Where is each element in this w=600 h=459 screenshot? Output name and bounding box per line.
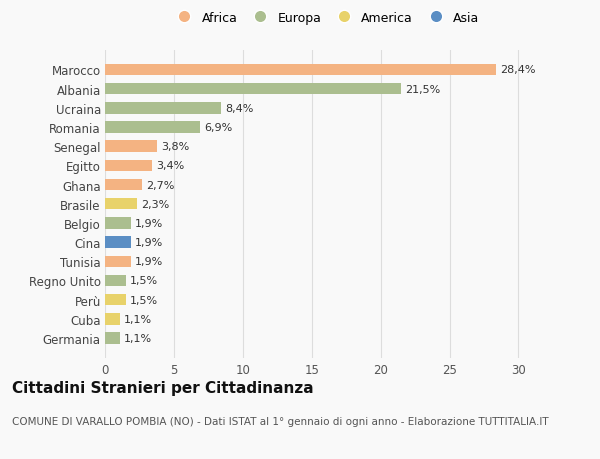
Bar <box>105 198 137 210</box>
Bar <box>105 333 120 344</box>
Text: 6,9%: 6,9% <box>204 123 232 133</box>
Bar <box>105 313 120 325</box>
Bar <box>105 160 152 172</box>
Bar <box>105 84 401 95</box>
Text: 1,1%: 1,1% <box>124 333 152 343</box>
Legend: Africa, Europa, America, Asia: Africa, Europa, America, Asia <box>169 9 482 27</box>
Bar <box>105 141 157 152</box>
Bar <box>105 103 221 114</box>
Text: 1,5%: 1,5% <box>130 276 158 286</box>
Text: 1,9%: 1,9% <box>136 257 164 267</box>
Bar <box>105 294 125 306</box>
Text: 1,9%: 1,9% <box>136 218 164 229</box>
Text: 1,1%: 1,1% <box>124 314 152 324</box>
Bar <box>105 179 142 191</box>
Text: 3,8%: 3,8% <box>161 142 190 152</box>
Bar <box>105 122 200 134</box>
Text: COMUNE DI VARALLO POMBIA (NO) - Dati ISTAT al 1° gennaio di ogni anno - Elaboraz: COMUNE DI VARALLO POMBIA (NO) - Dati IST… <box>12 417 548 426</box>
Text: 8,4%: 8,4% <box>225 104 253 113</box>
Bar <box>105 275 125 286</box>
Bar <box>105 256 131 268</box>
Bar <box>105 218 131 229</box>
Text: 28,4%: 28,4% <box>500 65 536 75</box>
Bar <box>105 237 131 248</box>
Bar <box>105 64 496 76</box>
Text: 1,5%: 1,5% <box>130 295 158 305</box>
Text: 1,9%: 1,9% <box>136 238 164 247</box>
Text: 21,5%: 21,5% <box>406 84 440 95</box>
Text: 3,4%: 3,4% <box>156 161 184 171</box>
Text: 2,3%: 2,3% <box>141 199 169 209</box>
Text: Cittadini Stranieri per Cittadinanza: Cittadini Stranieri per Cittadinanza <box>12 381 314 396</box>
Text: 2,7%: 2,7% <box>146 180 175 190</box>
